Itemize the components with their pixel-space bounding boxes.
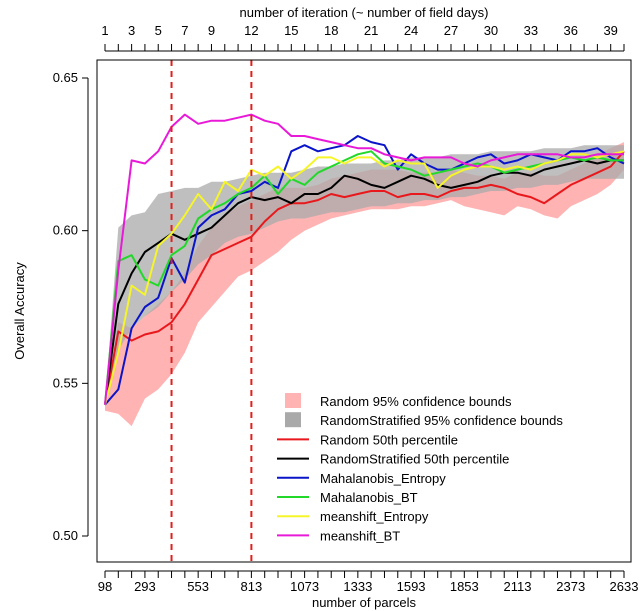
legend-label: Mahalanobis_BT — [320, 490, 418, 505]
series-line-3 — [104, 135, 625, 406]
legend-label: meanshift_Entropy — [320, 509, 429, 524]
legend-label: Random 95% confidence bounds — [320, 394, 512, 409]
confidence-bands — [105, 142, 624, 427]
legend: Random 95% confidence bounds RandomStrati… — [277, 393, 563, 543]
legend-label: RandomStratified 50th percentile — [320, 452, 509, 467]
x-tick-label: 1333 — [343, 579, 372, 594]
top-tick-label: 39 — [603, 23, 617, 38]
y-tick-label: 0.55 — [53, 375, 78, 390]
legend-swatch-box — [285, 393, 301, 408]
series-line-2 — [104, 159, 624, 405]
x-tick-label: 813 — [241, 579, 263, 594]
top-tick-label: 33 — [524, 23, 538, 38]
x-tick-label: 553 — [187, 579, 209, 594]
x-tick-label: 1593 — [397, 579, 426, 594]
top-tick-label: 18 — [324, 23, 338, 38]
series-line-6 — [104, 113, 624, 405]
x-axis-top: 1 3 5 7 9 12 15 18 21 24 27 30 33 36 39 — [101, 23, 625, 52]
legend-label: meanshift_BT — [320, 528, 400, 543]
legend-swatch-box — [285, 412, 301, 428]
legend-label: RandomStratified 95% confidence bounds — [320, 413, 563, 428]
legend-label: Mahalanobis_Entropy — [320, 471, 446, 486]
top-tick-label: 1 — [101, 23, 108, 38]
top-tick-label: 24 — [404, 23, 418, 38]
top-tick-label: 3 — [128, 23, 135, 38]
y-axis: 0.50 0.55 0.60 0.65 — [53, 70, 89, 543]
top-tick-label: 9 — [208, 23, 215, 38]
x-axis-label: number of parcels — [312, 595, 417, 610]
top-tick-label: 36 — [564, 23, 578, 38]
series-lines — [104, 113, 625, 406]
x-tick-label: 1073 — [290, 579, 319, 594]
top-tick-label: 5 — [155, 23, 162, 38]
top-tick-label: 30 — [484, 23, 498, 38]
vertical-markers — [170, 60, 253, 562]
series-line-4 — [104, 150, 624, 405]
y-axis-label: Overall Accuracy — [12, 262, 27, 360]
confidence-band-2 — [105, 145, 624, 405]
legend-label: Random 50th percentile — [320, 432, 458, 447]
series-line-5 — [104, 150, 625, 405]
x-axis-bottom: 98 293 553 813 1073 1333 1593 1853 2113 2373 2633 — [98, 570, 639, 594]
y-tick-label: 0.50 — [53, 528, 78, 543]
series-line-1 — [104, 150, 625, 405]
x-tick-label: 1853 — [450, 579, 479, 594]
top-tick-label: 7 — [181, 23, 188, 38]
x-tick-label: 2113 — [504, 579, 532, 594]
x-tick-label: 2373 — [556, 579, 585, 594]
top-tick-label: 27 — [444, 23, 458, 38]
top-axis-label: number of iteration (~ number of field d… — [240, 5, 489, 20]
y-tick-label: 0.60 — [53, 223, 78, 238]
top-tick-label: 21 — [364, 23, 378, 38]
top-tick-label: 12 — [244, 23, 258, 38]
plot-frame — [96, 59, 632, 563]
x-tick-label: 98 — [98, 579, 112, 594]
x-tick-label: 293 — [134, 579, 156, 594]
x-tick-label: 2633 — [610, 579, 639, 594]
top-tick-label: 15 — [284, 23, 298, 38]
y-tick-label: 0.65 — [53, 70, 78, 85]
